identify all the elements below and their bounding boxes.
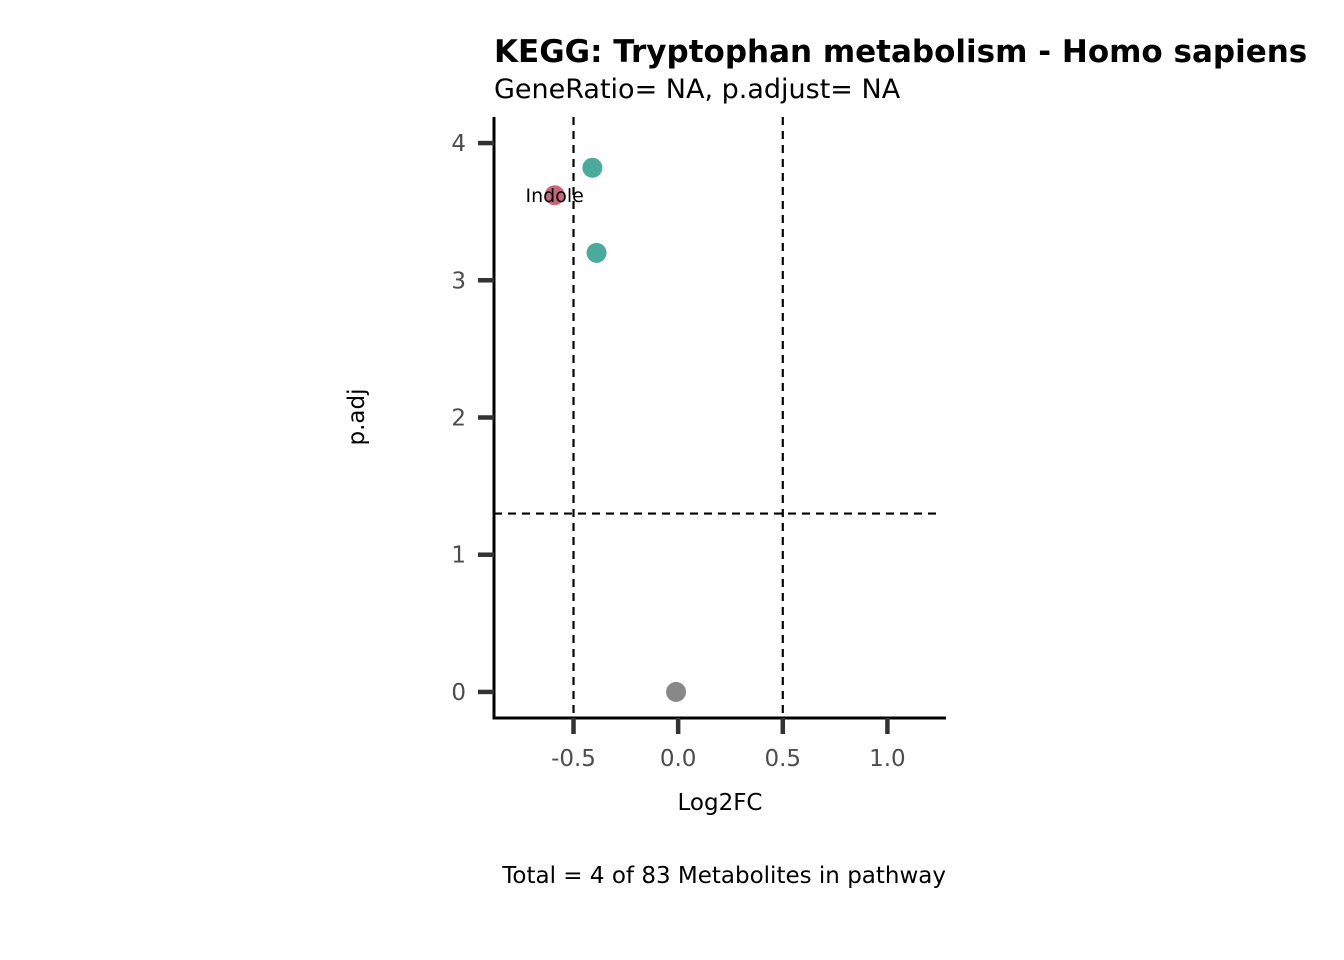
data-point-3 [666,681,687,702]
x-axis-title: Log2FC [677,790,762,816]
data-point-2 [586,242,607,263]
y-tick-label: 1 [451,543,466,569]
y-tick-label: 3 [451,268,466,294]
axes [492,117,946,720]
x-tick-label: -0.5 [551,746,596,772]
reference-lines [494,117,940,718]
x-axis-ticks: -0.5 0.0 0.5 1.0 [551,718,906,772]
data-point-0 [582,157,603,178]
chart-caption: Total = 4 of 83 Metabolites in pathway [501,863,946,889]
x-tick-label: 0.5 [764,746,801,772]
x-tick-label: 0.0 [660,746,697,772]
x-tick-label: 1.0 [869,746,906,772]
y-axis-title: p.adj [344,389,370,446]
y-tick-label: 0 [451,680,466,706]
data-point-1 [544,185,565,206]
y-axis-ticks: 0 1 2 3 4 [451,131,494,706]
chart-title: KEGG: Tryptophan metabolism - Homo sapie… [494,34,1307,70]
y-tick-label: 2 [451,406,466,432]
chart-subtitle: GeneRatio= NA, p.adjust= NA [494,74,901,105]
point-label: Indole [526,185,584,207]
y-tick-label: 4 [451,131,466,157]
data-points: Indole [526,157,687,702]
